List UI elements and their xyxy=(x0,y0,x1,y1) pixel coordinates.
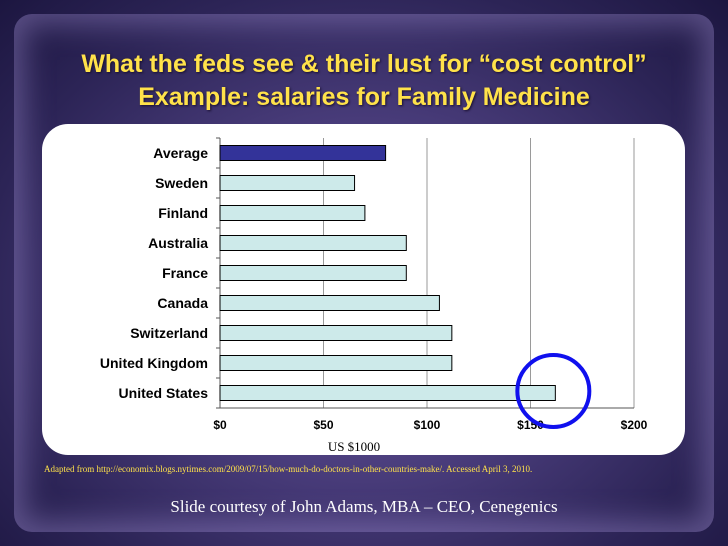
bar-united-states xyxy=(219,385,556,401)
bar-finland xyxy=(219,205,366,221)
bar-sweden xyxy=(219,175,356,191)
bar-average xyxy=(219,145,387,161)
bar-canada xyxy=(219,295,440,311)
bar-france xyxy=(219,265,407,281)
x-axis-label: US $1000 xyxy=(327,439,381,454)
category-label: Australia xyxy=(148,235,208,251)
slide-title: What the feds see & their lust for “cost… xyxy=(0,48,728,114)
bar-australia xyxy=(219,235,407,251)
slide-credit: Slide courtesy of John Adams, MBA – CEO,… xyxy=(170,497,558,516)
category-label: Average xyxy=(153,145,208,161)
title-line-2: Example: salaries for Family Medicine xyxy=(138,83,590,111)
source-note: Adapted from http://economix.blogs.nytim… xyxy=(44,464,533,474)
x-tick-label: $0 xyxy=(213,418,227,432)
bar-chart: Average Sweden Finland Australia France Canad… xyxy=(100,137,648,432)
chart-panel: Average Sweden Finland Australia France Canad… xyxy=(42,124,685,455)
highlight-circle xyxy=(515,353,592,429)
title-line-1: What the feds see & their lust for “cost… xyxy=(81,50,647,78)
category-label: Finland xyxy=(158,205,208,221)
bar-united-kingdom xyxy=(219,355,453,371)
x-tick-label: $50 xyxy=(313,418,333,432)
x-tick-label: $200 xyxy=(621,418,648,432)
category-label: United Kingdom xyxy=(100,355,208,371)
category-label: France xyxy=(162,265,208,281)
category-label: Canada xyxy=(157,295,208,311)
category-label: Switzerland xyxy=(130,325,208,341)
bar-switzerland xyxy=(219,325,453,341)
x-tick-label: $100 xyxy=(414,418,441,432)
category-label: Sweden xyxy=(155,175,208,191)
category-label: United States xyxy=(119,385,209,401)
